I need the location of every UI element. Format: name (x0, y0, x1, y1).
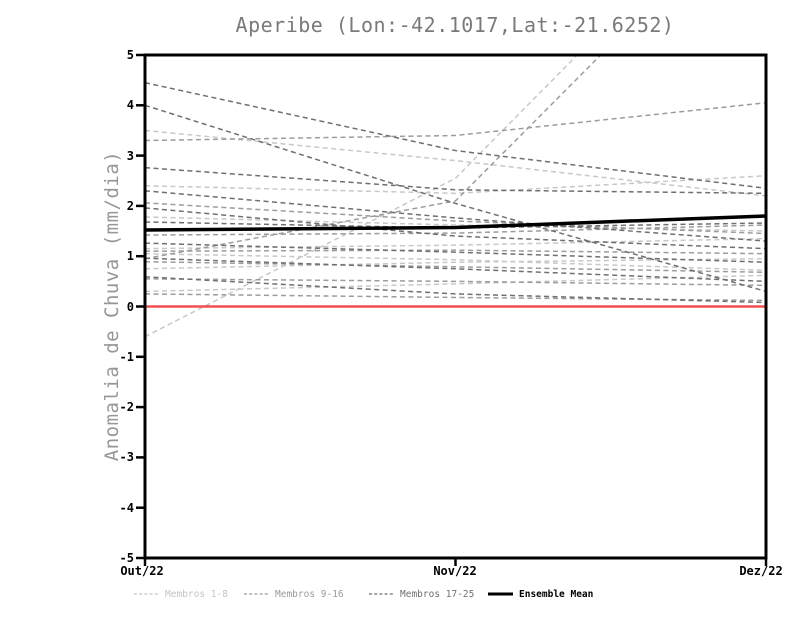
member-line (145, 102, 766, 142)
legend-item-membros-9-16: Membros 9-16 (243, 586, 344, 602)
member-line (145, 257, 766, 270)
y-tick-label: 0 (126, 299, 134, 314)
member-line (145, 260, 766, 274)
member-line (145, 293, 766, 302)
member-line (145, 166, 766, 195)
member-line (145, 202, 766, 235)
member-line (145, 252, 766, 272)
y-tick-label: -2 (119, 400, 134, 415)
dashed-line-swatch-dark (369, 593, 394, 595)
legend-label: Membros 1-8 (165, 588, 228, 600)
y-tick-label: -5 (119, 551, 134, 565)
legend-item-ensemble-mean: Ensemble Mean (487, 586, 593, 602)
y-tick-label: 3 (126, 148, 134, 163)
series-layer (145, 55, 766, 338)
legend-item-membros-1-8: Membros 1-8 (133, 586, 228, 602)
member-line (145, 278, 766, 287)
chart-title: Aperibe (Lon:-42.1017,Lat:-21.6252) (235, 13, 675, 37)
member-line (145, 104, 766, 293)
y-tick-label: -3 (119, 450, 134, 465)
member-line (145, 249, 766, 255)
y-tick-label: 2 (126, 198, 134, 213)
member-line (145, 276, 766, 304)
y-tick-label: 4 (126, 98, 134, 113)
member-line (145, 55, 602, 260)
y-tick-label: -4 (119, 500, 134, 515)
member-line (145, 207, 766, 250)
dashed-line-swatch-medium (244, 593, 269, 595)
legend-label: Membros 9-16 (275, 588, 344, 600)
solid-line-swatch-black (488, 592, 513, 596)
x-tick-label-dez: Dez/22 (739, 564, 783, 578)
legend-label: Membros 17-25 (400, 588, 475, 600)
member-line (145, 81, 766, 190)
member-line (145, 55, 579, 338)
member-line (145, 242, 766, 263)
member-line (145, 174, 766, 195)
member-line (145, 237, 766, 250)
member-line (145, 129, 766, 197)
ensemble-mean-line (145, 214, 766, 232)
y-tick-label: -1 (119, 349, 134, 364)
x-tick-label-out: Out/22 (120, 564, 164, 578)
member-line (145, 216, 766, 232)
x-tick-label-nov: Nov/22 (433, 564, 477, 578)
member-line (145, 257, 766, 283)
y-tick-label: 1 (126, 249, 134, 264)
dashed-line-swatch-light (134, 593, 159, 595)
legend-item-membros-17-25: Membros 17-25 (368, 586, 474, 602)
legend-label: Ensemble Mean (519, 588, 594, 600)
legend: Membros 1-8 Membros 9-16 Membros 17-25 E… (0, 586, 800, 606)
y-tick-label: 5 (126, 48, 134, 62)
member-line (145, 224, 766, 236)
member-line (145, 190, 766, 242)
member-line (145, 274, 766, 293)
